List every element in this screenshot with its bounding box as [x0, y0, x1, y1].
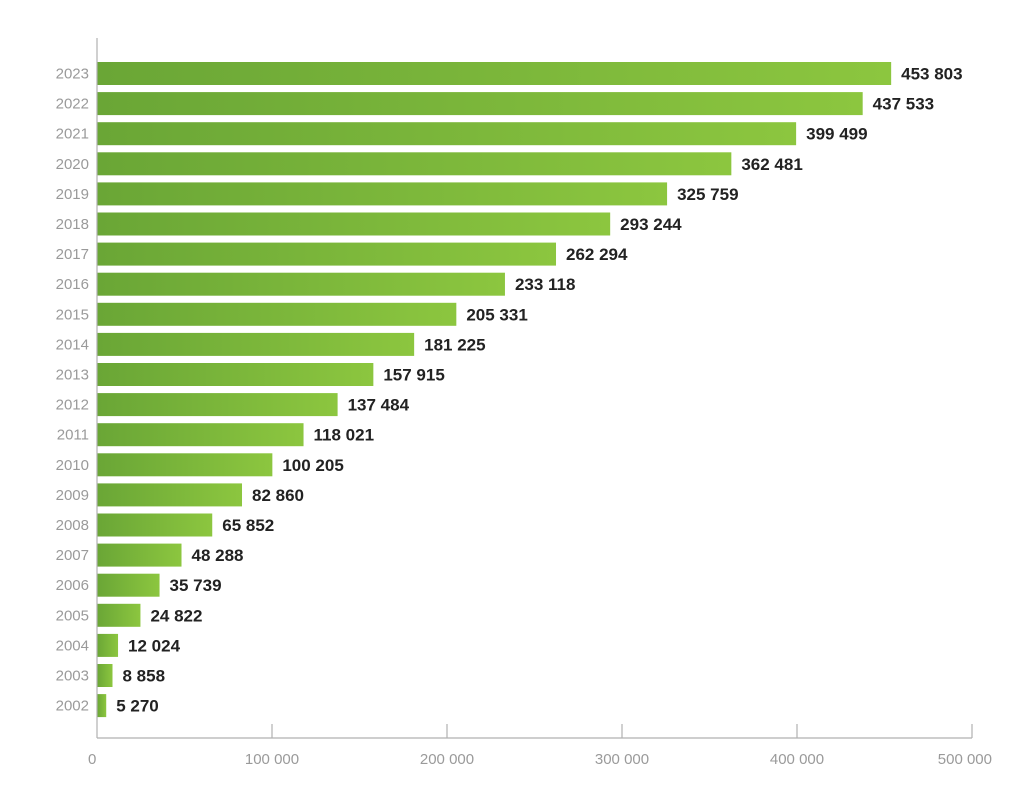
value-label-2003: 8 858 [123, 667, 166, 686]
value-label-2011: 118 021 [314, 426, 375, 445]
bars-group [97, 62, 892, 718]
category-label-2015: 2015 [56, 306, 89, 323]
value-label-2013: 157 915 [383, 366, 444, 385]
category-label-2005: 2005 [56, 607, 89, 624]
category-label-2002: 2002 [56, 698, 89, 715]
bar-2006 [97, 573, 160, 597]
category-label-2019: 2019 [56, 186, 89, 203]
category-label-2021: 2021 [56, 126, 89, 143]
value-label-2002: 5 270 [116, 697, 159, 716]
value-label-2022: 437 533 [873, 95, 934, 114]
value-label-2019: 325 759 [677, 185, 738, 204]
bar-2010 [97, 453, 273, 477]
category-label-2009: 2009 [56, 487, 89, 504]
category-label-2014: 2014 [56, 336, 89, 353]
value-label-2006: 35 739 [170, 576, 222, 595]
bar-2007 [97, 543, 182, 567]
category-label-2003: 2003 [56, 668, 89, 685]
bar-2019 [97, 182, 668, 206]
category-label-2016: 2016 [56, 276, 89, 293]
category-label-2017: 2017 [56, 246, 89, 263]
axes [96, 38, 972, 739]
value-label-2008: 65 852 [222, 516, 274, 535]
bar-2003 [97, 664, 113, 687]
value-label-2004: 12 024 [128, 636, 181, 655]
category-label-2012: 2012 [56, 397, 89, 414]
bar-2018 [97, 212, 611, 236]
bar-2013 [97, 363, 374, 386]
category-label-2020: 2020 [56, 156, 89, 173]
bar-2015 [97, 302, 457, 326]
bar-2002 [97, 694, 107, 718]
x-tick-label: 100 000 [245, 751, 299, 768]
category-labels: 2023 2022 2021 2020 2019 2018 2017 2016 2015 2014… [56, 66, 89, 715]
x-axis-ticks: 0 100 000 200 000 300 000 400 000 500 000 [88, 724, 992, 768]
category-label-2007: 2007 [56, 547, 89, 564]
bar-2011 [97, 423, 304, 447]
bar-2016 [97, 272, 505, 296]
x-tick-label: 0 [88, 751, 96, 768]
bar-2014 [97, 332, 415, 356]
category-label-2004: 2004 [56, 637, 89, 654]
bar-2020 [97, 152, 732, 176]
value-label-2014: 181 225 [424, 335, 485, 354]
value-label-2012: 137 484 [348, 396, 410, 415]
category-label-2008: 2008 [56, 517, 89, 534]
category-label-2010: 2010 [56, 457, 89, 474]
bar-2005 [97, 603, 141, 627]
value-label-2015: 205 331 [466, 305, 527, 324]
x-tick-label: 400 000 [770, 751, 824, 768]
category-label-2023: 2023 [56, 66, 89, 83]
bar-2017 [97, 242, 557, 266]
x-tick-label: 500 000 [938, 751, 992, 768]
value-label-2007: 48 288 [192, 546, 244, 565]
bar-2004 [97, 633, 119, 657]
bar-2023 [97, 62, 892, 85]
bar-2021 [97, 122, 797, 146]
value-label-2023: 453 803 [901, 65, 962, 84]
value-label-2021: 399 499 [806, 125, 867, 144]
value-label-2009: 82 860 [252, 486, 304, 505]
x-tick-label: 300 000 [595, 751, 649, 768]
bar-2009 [97, 483, 243, 507]
bar-2012 [97, 393, 338, 417]
value-label-2016: 233 118 [515, 275, 576, 294]
category-label-2011: 2011 [57, 427, 89, 444]
bar-2008 [97, 513, 213, 537]
category-label-2022: 2022 [56, 96, 89, 113]
category-label-2018: 2018 [56, 216, 89, 233]
value-label-2018: 293 244 [620, 215, 682, 234]
category-label-2013: 2013 [56, 367, 89, 384]
x-tick-label: 200 000 [420, 751, 474, 768]
value-label-2010: 100 205 [282, 456, 343, 475]
value-label-2017: 262 294 [566, 245, 628, 264]
value-label-2020: 362 481 [741, 155, 802, 174]
category-label-2006: 2006 [56, 577, 89, 594]
value-label-2005: 24 822 [150, 606, 202, 625]
bar-2022 [97, 92, 863, 116]
